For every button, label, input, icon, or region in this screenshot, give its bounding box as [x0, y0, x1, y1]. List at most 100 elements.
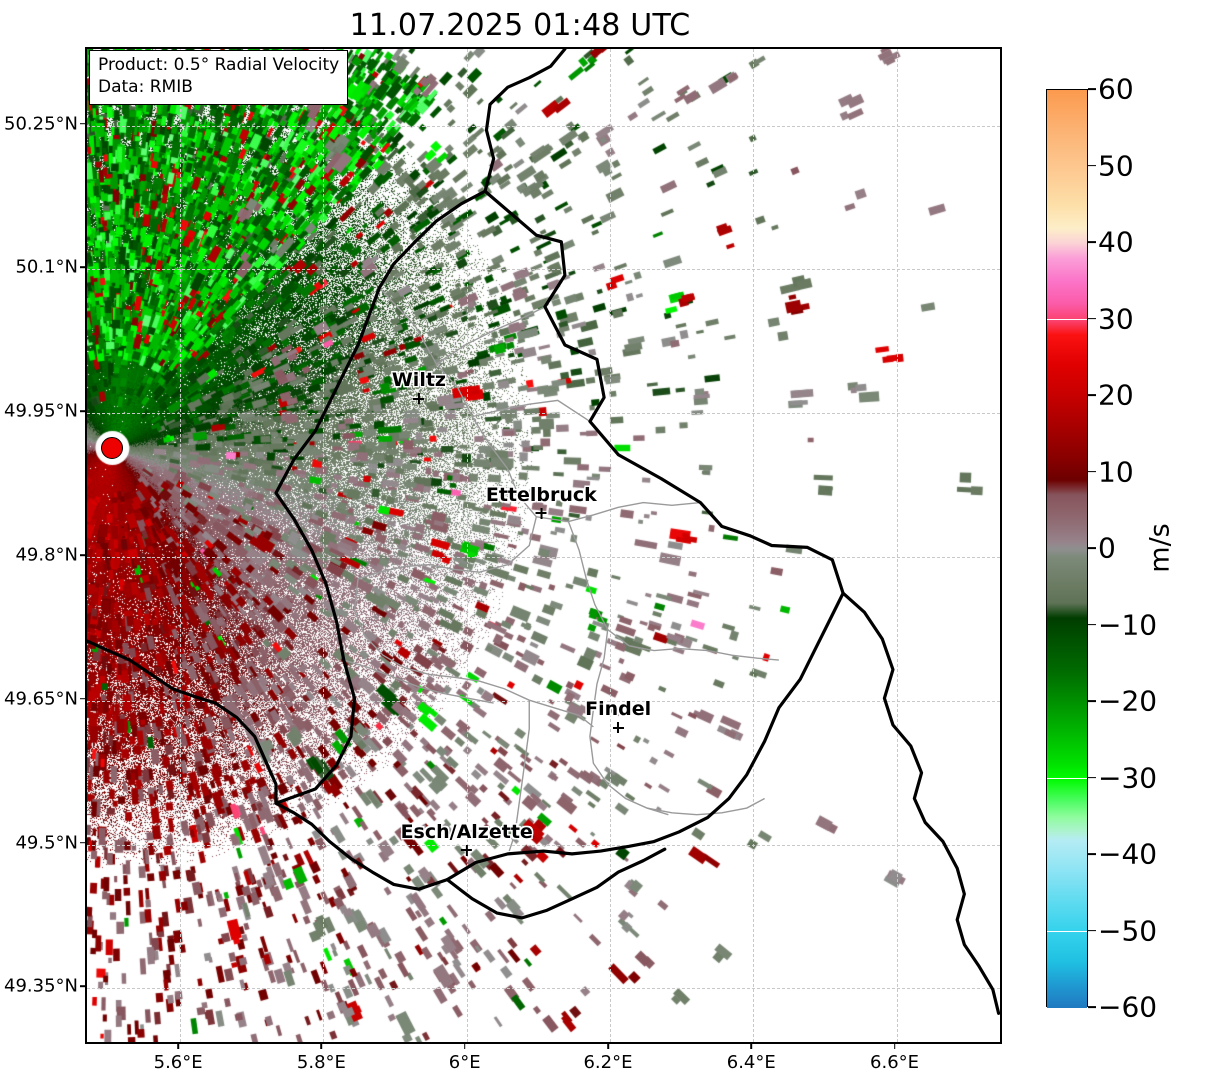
- colorbar-segment: [1047, 426, 1087, 458]
- colorbar-tick-mark: [1088, 700, 1096, 702]
- latitude-tick-label: 49.8°N: [15, 544, 78, 566]
- colorbar-segment: [1047, 839, 1087, 871]
- colorbar-segment: [1047, 587, 1087, 603]
- colorbar-segment: [1047, 763, 1087, 779]
- product-label: Product: 0.5° Radial Velocity: [98, 55, 340, 75]
- colorbar-tick-label: 0: [1098, 531, 1116, 565]
- latitude-tick-mark: [80, 985, 85, 988]
- colorbar-segment: [1047, 166, 1087, 205]
- colorbar-tick-label: −40: [1098, 837, 1158, 871]
- gridline-vertical: [753, 49, 755, 1042]
- gridline-horizontal: [87, 700, 1000, 703]
- colorbar-segment: [1047, 602, 1087, 618]
- colorbar: [1046, 89, 1088, 1008]
- colorbar-unit-label: m/s: [1144, 523, 1176, 573]
- colorbar-segment: [1047, 870, 1087, 901]
- latitude-tick-label: 49.65°N: [4, 688, 78, 710]
- colorbar-segment: [1047, 816, 1087, 833]
- colorbar-segment: [1047, 480, 1087, 496]
- colorbar-tick-label: 20: [1098, 378, 1134, 412]
- colorbar-segment: [1047, 128, 1087, 167]
- longitude-tick-label: 6.4°E: [726, 1052, 776, 1073]
- colorbar-segment: [1047, 549, 1087, 557]
- colorbar-tick-label: 40: [1098, 225, 1134, 259]
- colorbar-tick-mark: [1088, 853, 1096, 855]
- page-title: 11.07.2025 01:48 UTC: [349, 8, 691, 43]
- latitude-tick-mark: [80, 410, 85, 413]
- latitude-tick-mark: [80, 698, 85, 700]
- map-canvas-container: Wiltz Ettelbruck Findel Esch/Alzette: [87, 49, 1000, 1042]
- colorbar-segment: [1047, 801, 1087, 817]
- latitude-tick-mark: [80, 841, 85, 844]
- radar-site-marker: [101, 436, 124, 459]
- latitude-tick-label: 49.35°N: [4, 975, 78, 997]
- gridline-horizontal: [87, 557, 1000, 559]
- gridline-vertical: [896, 49, 899, 1042]
- colorbar-segment: [1047, 571, 1087, 588]
- colorbar-tick-mark: [1088, 88, 1096, 90]
- gridline-horizontal: [87, 988, 1000, 990]
- gridline-horizontal: [87, 269, 1000, 271]
- longitude-tick-label: 6.2°E: [583, 1052, 633, 1073]
- colorbar-segment: [1047, 962, 1087, 986]
- gridline-horizontal: [87, 844, 1000, 847]
- colorbar-tick-mark: [1088, 241, 1096, 243]
- colorbar-segment: [1047, 732, 1087, 764]
- data-source-label: Data: RMIB: [98, 76, 193, 97]
- colorbar-tick-label: −30: [1098, 761, 1158, 794]
- radar-echo-layer: [87, 49, 1000, 1042]
- latitude-tick-mark: [80, 122, 85, 125]
- colorbar-segment: [1047, 319, 1087, 335]
- colorbar-tick-mark: [1088, 164, 1096, 167]
- gridline-vertical: [323, 49, 325, 1042]
- colorbar-segment: [1047, 541, 1087, 549]
- colorbar-segment: [1047, 243, 1087, 259]
- colorbar-segment: [1047, 304, 1087, 320]
- colorbar-segment: [1047, 640, 1087, 672]
- colorbar-segment: [1047, 204, 1087, 228]
- gridline-horizontal: [87, 413, 1000, 415]
- longitude-tick-label: 6.6°E: [870, 1052, 920, 1073]
- colorbar-segment: [1047, 900, 1087, 932]
- colorbar-tick-mark: [1088, 547, 1096, 549]
- colorbar-segment: [1047, 334, 1087, 366]
- colorbar-segment: [1047, 832, 1087, 840]
- colorbar-tick-label: −60: [1098, 990, 1158, 1024]
- latitude-tick-mark: [80, 266, 85, 269]
- latitude-tick-label: 49.5°N: [15, 832, 78, 854]
- colorbar-segment: [1047, 671, 1087, 702]
- colorbar-segment: [1047, 702, 1087, 733]
- colorbar-segment: [1047, 396, 1087, 427]
- latitude-tick-label: 49.95°N: [4, 400, 78, 422]
- colorbar-tick-label: −10: [1098, 608, 1158, 641]
- map-plot-area[interactable]: Wiltz Ettelbruck Findel Esch/Alzette: [85, 47, 1002, 1044]
- gridline-vertical: [466, 49, 469, 1042]
- colorbar-tick-label: −50: [1098, 914, 1158, 947]
- colorbar-segment: [1047, 281, 1087, 305]
- colorbar-tick-mark: [1088, 394, 1096, 396]
- longitude-tick-mark: [463, 1044, 466, 1049]
- colorbar-tick-label: −20: [1098, 684, 1158, 718]
- gridline-vertical: [609, 49, 612, 1042]
- colorbar-segment: [1047, 227, 1087, 243]
- longitude-tick-label: 5.8°E: [296, 1052, 346, 1073]
- gridline-horizontal: [87, 125, 1000, 128]
- colorbar-tick-mark: [1088, 929, 1096, 932]
- colorbar-tick-label: 10: [1098, 455, 1134, 488]
- colorbar-segment: [1047, 510, 1087, 527]
- latitude-tick-label: 50.25°N: [4, 113, 78, 135]
- colorbar-segment: [1047, 931, 1087, 963]
- latitude-tick-mark: [80, 554, 85, 556]
- colorbar-segment: [1047, 90, 1087, 129]
- latitude-tick-label: 50.1°N: [15, 256, 78, 278]
- colorbar-segment: [1047, 778, 1087, 802]
- colorbar-tick-mark: [1088, 470, 1096, 473]
- colorbar-segment: [1047, 985, 1087, 1008]
- longitude-tick-label: 5.6°E: [153, 1052, 203, 1073]
- colorbar-tick-mark: [1088, 776, 1096, 779]
- longitude-tick-mark: [893, 1044, 896, 1049]
- colorbar-tick-mark: [1088, 317, 1096, 320]
- longitude-tick-mark: [750, 1044, 753, 1049]
- longitude-tick-label: 6°E: [448, 1052, 481, 1073]
